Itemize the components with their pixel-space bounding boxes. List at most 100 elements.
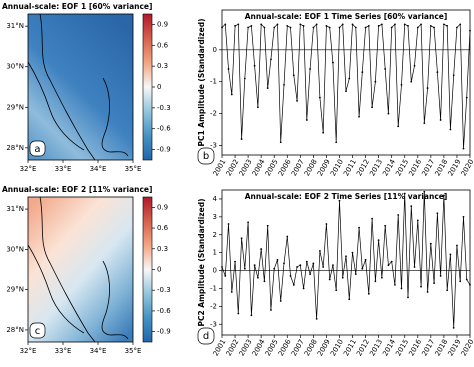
y-tick-label: 30°N [6,63,24,71]
data-point [292,283,295,286]
data-point [270,58,272,61]
data-point [384,68,387,70]
data-point [429,25,432,27]
data-point [469,29,471,32]
data-point [423,122,426,125]
data-point [260,248,263,250]
data-point [243,77,246,80]
data-point [305,260,308,263]
data-point [390,260,393,263]
data-point [459,280,462,283]
colorbar-tick-label: 0.6 [157,41,169,49]
plot-frame [221,189,471,336]
data-point [322,266,325,268]
x-tick-label: 2020 [460,338,474,357]
data-point [351,23,354,26]
y-tick-label: -2 [210,302,217,310]
colorbar-tick-label: -0.9 [157,328,171,336]
data-point [240,237,243,240]
data-point [390,26,393,29]
panel-label: d [203,331,209,342]
y-tick-label: -2 [210,110,217,118]
data-point [426,87,429,89]
data-point [442,23,445,26]
data-point [240,138,243,140]
data-point [247,221,250,224]
y-axis-label: PC2 Amplitude (Standardized) [197,198,206,326]
y-tick-label: 30°N [6,245,24,253]
colorbar-tick-label: 0.9 [157,20,168,28]
x-tick-label: 34°E [90,347,107,355]
data-point [273,267,276,270]
data-point [374,280,377,283]
data-point [279,300,282,302]
data-point [224,23,227,26]
data-point [380,276,383,279]
colorbar-tick-label: 0.3 [157,62,168,70]
data-point [403,192,406,195]
data-point [449,253,452,256]
x-tick-label: 32°E [20,347,37,355]
data-point [332,61,334,64]
data-point [230,291,233,293]
data-point [413,64,416,67]
data-point [224,275,227,277]
y-tick-label: 28°N [6,326,24,334]
data-point [234,25,236,27]
data-point [426,291,429,293]
data-point [318,96,321,99]
data-point [400,83,403,86]
colorbar-tick-label: -0.6 [157,307,171,315]
data-point [361,267,364,270]
data-point [423,190,426,193]
panel-label: c [35,326,41,337]
series-line [221,23,471,149]
y-tick-label: 0 [213,267,217,275]
data-point [367,292,370,295]
colorbar-tick-label: -0.6 [157,125,171,133]
data-point [446,25,449,27]
data-point [394,283,396,286]
data-point [247,26,250,29]
data-point [449,128,452,131]
data-point [394,23,396,26]
y-tick-label: 29°N [6,103,24,111]
data-point [305,119,308,121]
panel-label: b [203,151,209,162]
data-point [361,71,364,74]
data-point [296,266,298,268]
y-tick-label: 1 [213,249,217,257]
data-point [465,278,468,281]
data-point [407,296,409,299]
data-point [250,314,253,317]
data-point [302,287,305,290]
panel-badge [197,147,215,165]
data-point [250,25,253,27]
chart-title: Annual-scale: EOF 2 Time Series [11% var… [245,192,448,201]
y-tick-label: 4 [213,195,218,203]
data-point [328,278,331,281]
data-point [377,25,380,27]
data-point [462,215,465,218]
data-point [452,74,455,77]
chart-title: Annual-scale: EOF 1 [60% variance] [2,2,152,11]
data-point [397,214,400,216]
data-point [263,26,266,29]
data-point [286,25,289,27]
data-point [309,273,312,276]
data-point [456,26,458,29]
y-axis-label: PC1 Amplitude (Standardized) [197,18,206,146]
data-point [416,26,419,29]
y-tick-label: 31°N [6,22,24,30]
data-point [299,264,302,267]
data-point [439,275,442,277]
colorbar-tick-label: 0.9 [157,203,168,211]
colorbar-tick-label: -0.3 [157,104,171,112]
data-point [234,260,236,263]
y-tick-label: 31°N [6,205,24,213]
data-point [328,26,331,29]
data-point [266,87,269,89]
y-tick-label: -3 [210,320,217,328]
x-tick-label: 35°E [125,165,142,173]
series-line [221,191,471,328]
